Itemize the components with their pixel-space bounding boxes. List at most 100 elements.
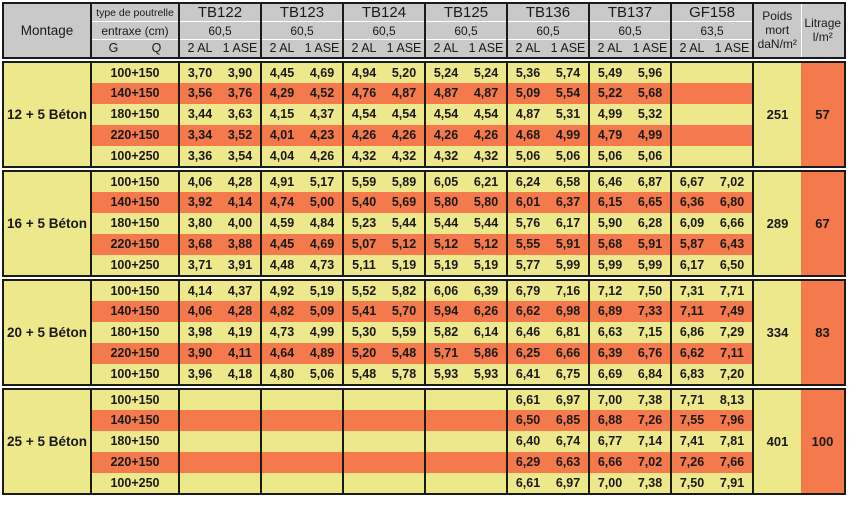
value-2al: 7,11	[680, 304, 704, 318]
value-2al: 3,80	[187, 216, 213, 230]
data-cell-TB123: 4,01 4,23	[261, 124, 344, 146]
value-1ase: 4,19	[227, 325, 253, 339]
value-2al: 3,92	[187, 195, 213, 209]
data-cell-TB124: 5,40 5,69	[343, 191, 426, 213]
data-cell-TB137: 5,68 5,91	[589, 233, 672, 255]
data-cell-TB123: 4,59 4,84	[261, 212, 344, 234]
data-cell-TB137: 5,49 5,96	[589, 61, 672, 83]
table-row: 220+150 3,90 4,11 4,64 4,89 5,20 5,48 5,71 5,86 6…	[3, 342, 845, 364]
load-label-2al: 2 AL	[187, 41, 213, 56]
montage-block-4: 25 + 5 Béton 100+150 6,61 6,97 7,00 7,38 7,71 8…	[2, 387, 846, 495]
value-2al: 3,34	[187, 128, 213, 142]
row-label: 140+150	[91, 191, 180, 213]
data-cell-TB122: 3,68 3,88	[179, 233, 262, 255]
value-2al: 6,67	[679, 174, 705, 189]
value-2al: 4,68	[515, 128, 541, 142]
data-cell-TB124: 4,94 5,20	[343, 61, 426, 83]
value-2al: 4,73	[269, 325, 295, 339]
data-cell-TB136: 6,25 6,66	[507, 342, 590, 364]
value-2al: 6,06	[433, 283, 459, 298]
data-cell-TB123: 4,15 4,37	[261, 103, 344, 125]
value-1ase: 5,12	[391, 237, 417, 251]
data-cell-TB137: 6,39 6,76	[589, 342, 672, 364]
data-cell-TB123: 4,80 5,06	[261, 363, 344, 385]
data-cell-TB123: 4,74 5,00	[261, 191, 344, 213]
data-cell-TB122: 3,36 3,54	[179, 145, 262, 167]
value-1ase: 3,91	[227, 257, 253, 272]
data-cell-TB124: 5,11 5,19	[343, 254, 426, 276]
data-cell-TB123	[261, 388, 344, 410]
data-cell-TB122: 3,80 4,00	[179, 212, 262, 234]
data-cell-TB123: 4,91 5,17	[261, 170, 344, 192]
data-cell-TB137: 5,90 6,28	[589, 212, 672, 234]
value-2al: 6,61	[515, 475, 541, 490]
value-2al: 4,29	[269, 86, 295, 100]
row-label: 100+150	[91, 61, 180, 83]
value-1ase: 5,00	[309, 195, 335, 209]
value-2al: 4,91	[269, 174, 295, 189]
table-row: 140+150 3,92 4,14 4,74 5,00 5,40 5,69 5,80 5,80 6…	[3, 191, 845, 213]
value-2al: 6,41	[515, 366, 541, 381]
value-2al: 5,99	[597, 257, 623, 272]
data-cell-TB137: 7,00 7,38	[589, 388, 672, 410]
row-label: 100+250	[91, 254, 180, 276]
value-1ase: 5,91	[555, 237, 581, 251]
data-cell-TB125: 6,05 6,21	[425, 170, 508, 192]
value-1ase: 6,84	[637, 366, 663, 381]
value-2al: 5,24	[433, 65, 459, 80]
value-1ase: 7,26	[637, 413, 663, 427]
value-1ase: 5,78	[391, 366, 417, 381]
data-cell-TB124: 4,32 4,32	[343, 145, 426, 167]
load-label-1ase: 1 ASE	[632, 41, 668, 56]
entraxe-value-TB137: 60,5	[589, 21, 672, 40]
value-1ase: 5,82	[391, 283, 417, 298]
value-2al: 5,71	[433, 346, 459, 360]
data-cell-TB137: 5,22 5,68	[589, 82, 672, 104]
value-1ase: 4,89	[309, 346, 335, 360]
value-1ase: 5,70	[391, 304, 417, 318]
value-2al: 6,01	[515, 195, 541, 209]
value-2al: 7,50	[679, 475, 705, 490]
data-cell-TB123	[261, 430, 344, 452]
value-1ase: 4,99	[555, 128, 581, 142]
entraxe-label: entraxe (cm)	[91, 21, 180, 40]
data-cell-TB124: 5,30 5,59	[343, 321, 426, 343]
value-2al: 6,63	[597, 325, 623, 339]
value-2al: 6,09	[679, 216, 705, 230]
value-2al: 4,06	[187, 304, 213, 318]
load-label-2al: 2 AL	[269, 41, 295, 56]
table-row: 180+150 3,80 4,00 4,59 4,84 5,23 5,44 5,44 5,44 5…	[3, 212, 845, 234]
row-label: 220+150	[91, 233, 180, 255]
table-header: Montage type de poutrelle TB122 TB123 TB12…	[2, 2, 846, 59]
value-1ase: 5,06	[637, 148, 663, 163]
data-cell-TB125: 5,80 5,80	[425, 191, 508, 213]
data-cell-TB136: 4,87 5,31	[507, 103, 590, 125]
value-2al: 5,48	[351, 366, 377, 381]
value-1ase: 6,43	[719, 237, 745, 251]
value-1ase: 7,14	[637, 434, 663, 448]
data-cell-TB122: 3,70 3,90	[179, 61, 262, 83]
value-2al: 6,05	[433, 174, 459, 189]
value-2al: 5,68	[597, 237, 623, 251]
data-cell-TB125: 4,26 4,26	[425, 124, 508, 146]
value-2al: 6,39	[597, 346, 623, 360]
value-2al: 4,59	[269, 216, 295, 230]
load-labels-TB124: 2 AL 1 ASE	[343, 39, 426, 58]
value-1ase: 5,09	[309, 304, 335, 318]
value-2al: 4,06	[187, 174, 213, 189]
value-1ase: 5,80	[473, 195, 499, 209]
value-1ase: 7,02	[637, 455, 663, 469]
data-cell-TB124	[343, 451, 426, 473]
column-header-TB123: TB123	[261, 3, 344, 22]
value-2al: 5,41	[351, 304, 377, 318]
value-1ase: 5,48	[391, 346, 417, 360]
value-1ase: 4,52	[309, 86, 335, 100]
value-2al: 5,19	[433, 257, 459, 272]
data-cell-GF158	[671, 82, 754, 104]
value-1ase: 6,21	[473, 174, 499, 189]
poids-mort-value: 334	[753, 279, 801, 385]
value-1ase: 5,12	[473, 237, 499, 251]
row-label: 100+150	[91, 170, 180, 192]
table-row: 100+250 3,36 3,54 4,04 4,26 4,32 4,32 4,32 4,32 5…	[3, 145, 845, 167]
value-1ase: 4,00	[227, 216, 253, 230]
